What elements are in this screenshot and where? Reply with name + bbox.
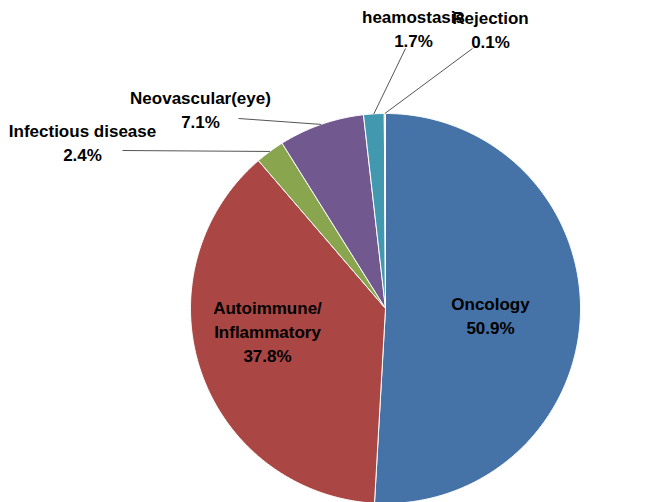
svg-text:Rejection0.1%: Rejection0.1% <box>452 9 529 52</box>
svg-text:Infectious disease2.4%: Infectious disease2.4% <box>9 122 156 165</box>
svg-text:Oncology50.9%: Oncology50.9% <box>451 295 530 338</box>
svg-text:Autoimmune/Inflammatory37.8%: Autoimmune/Inflammatory37.8% <box>213 299 322 366</box>
svg-text:Neovascular(eye)7.1%: Neovascular(eye)7.1% <box>130 89 271 132</box>
svg-text:heamostasis1.7%: heamostasis1.7% <box>362 8 465 51</box>
